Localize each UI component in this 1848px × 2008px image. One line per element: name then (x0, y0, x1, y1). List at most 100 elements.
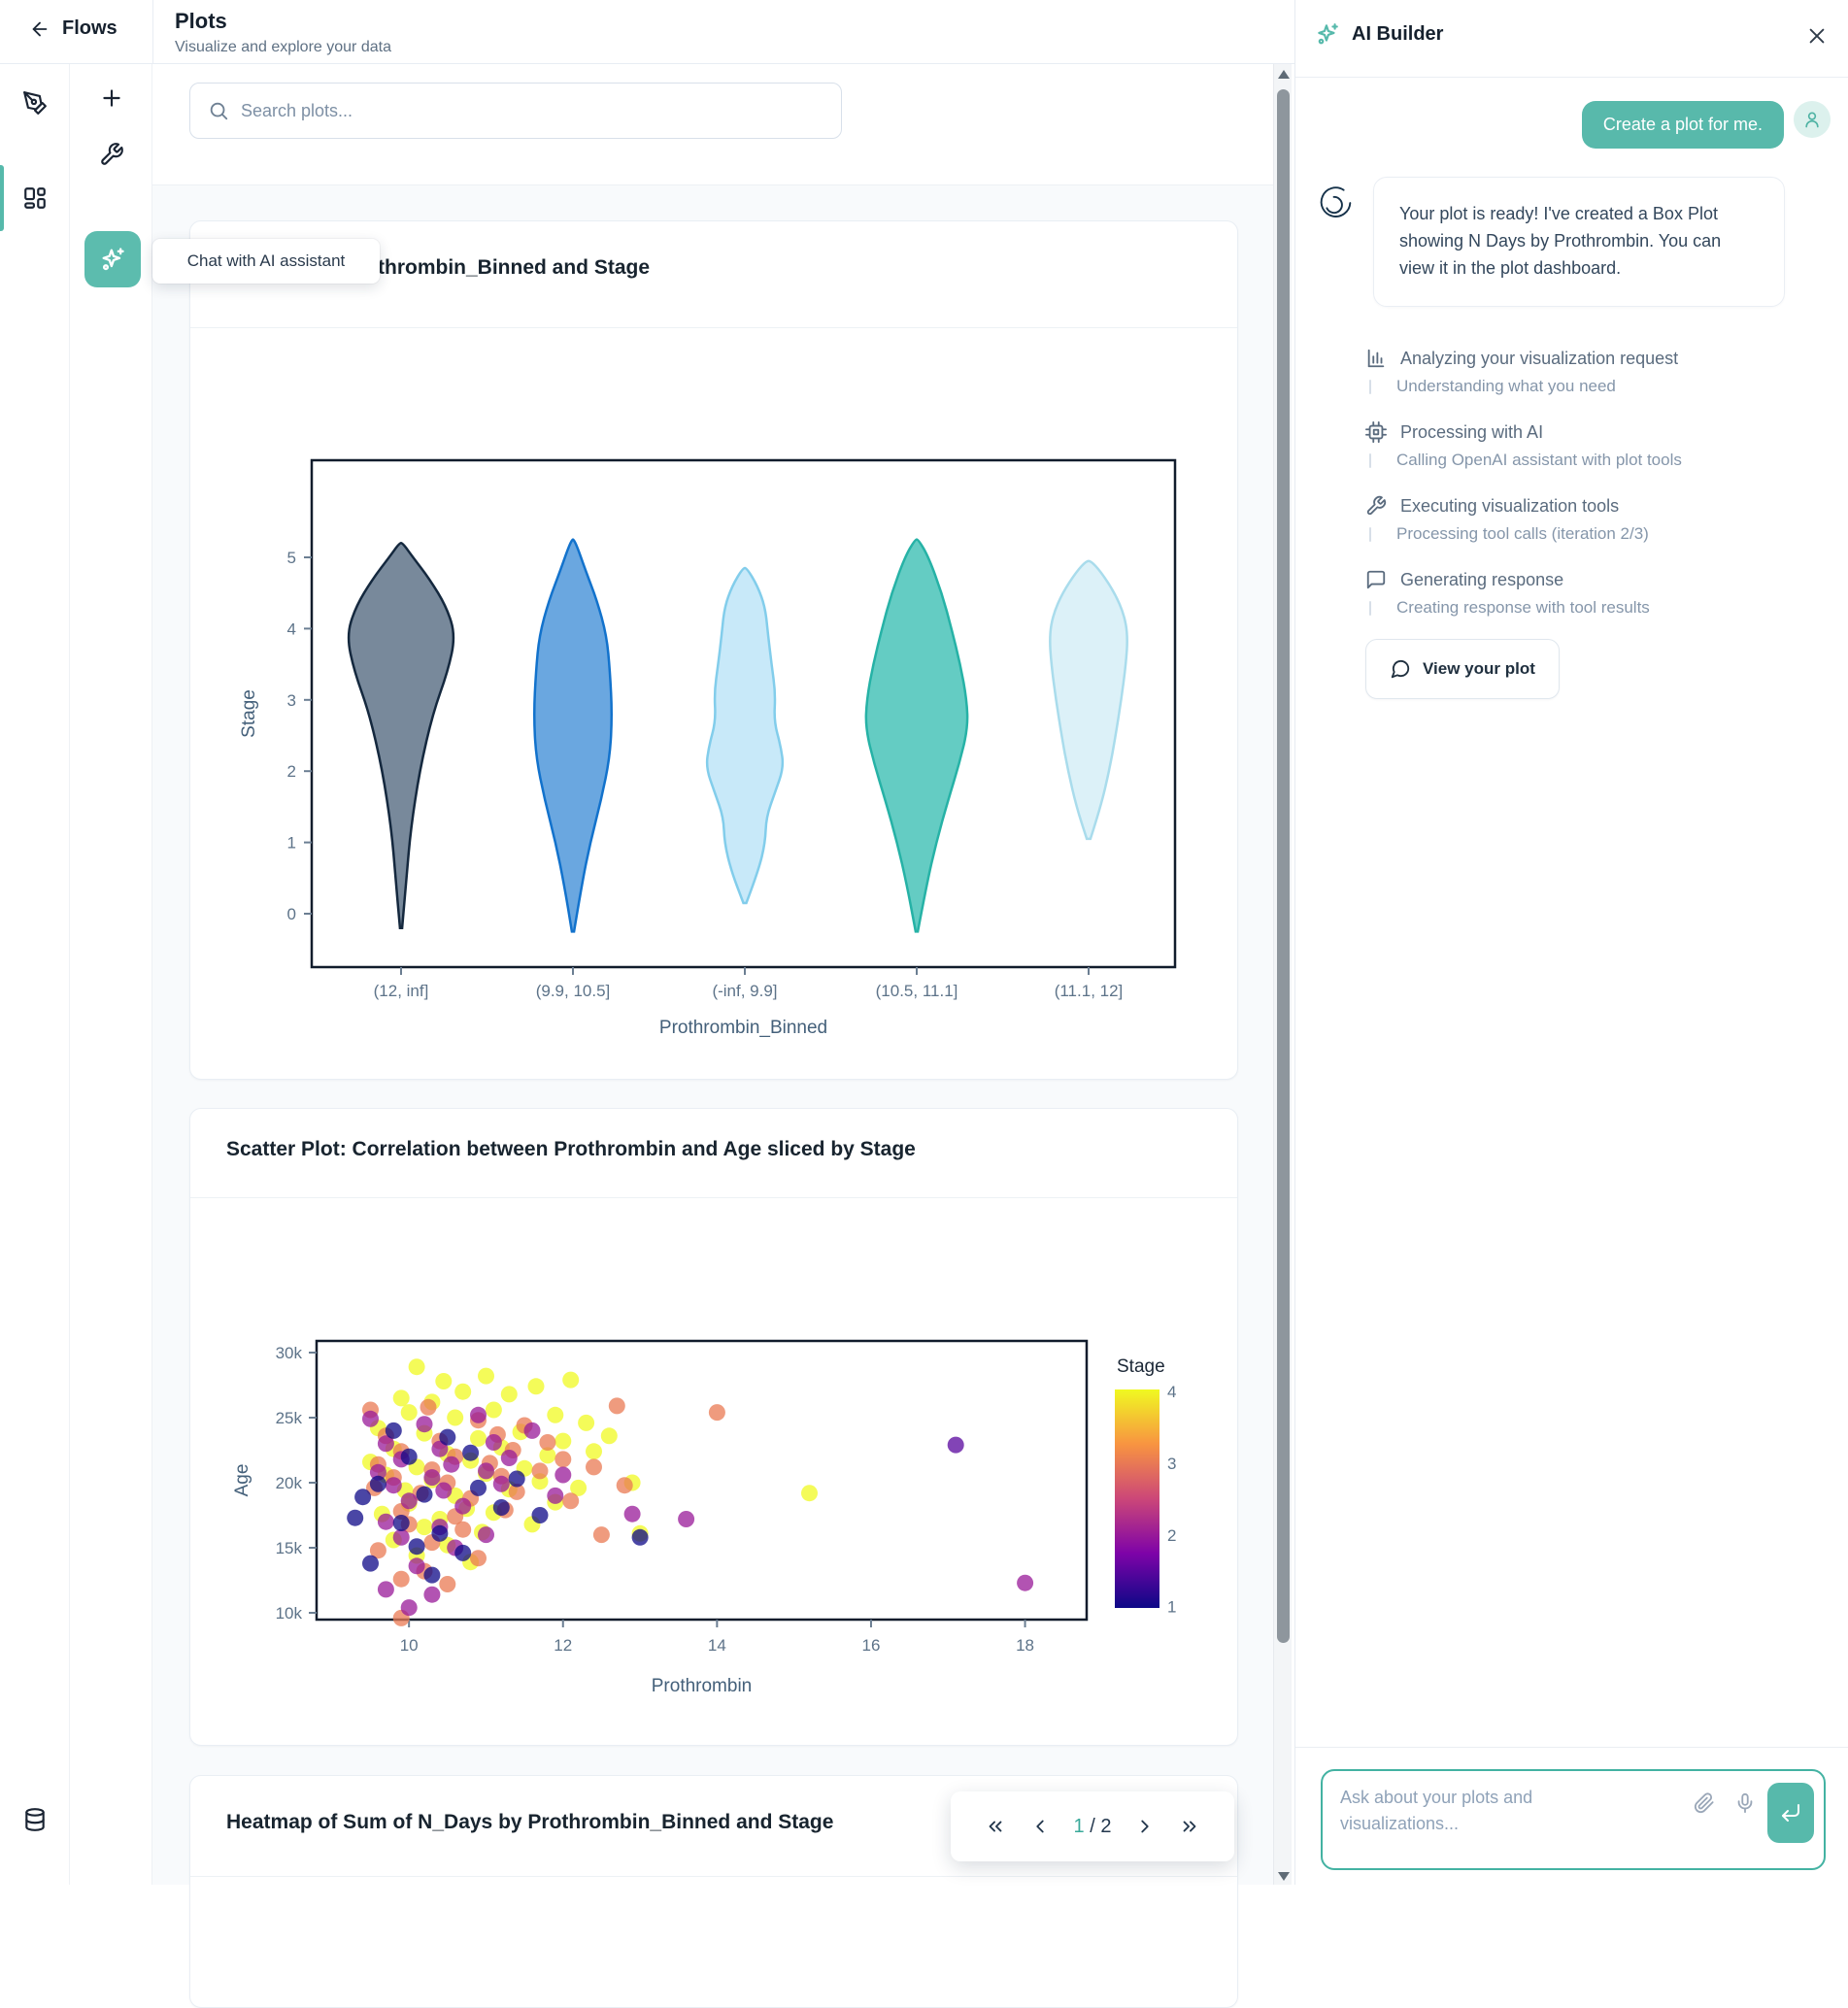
chat-input-textarea[interactable] (1340, 1785, 1631, 1858)
svg-text:2: 2 (287, 762, 296, 781)
svg-text:2: 2 (1167, 1526, 1176, 1545)
view-your-plot-button[interactable]: View your plot (1365, 639, 1560, 699)
svg-text:(10.5, 11.1]: (10.5, 11.1] (876, 982, 958, 1000)
active-nav-indicator (0, 165, 4, 231)
step-title: Analyzing your visualization request (1400, 348, 1679, 368)
sidebar-item-pen-tool[interactable] (22, 90, 48, 116)
voice-input-button[interactable] (1734, 1792, 1756, 1814)
sidebar-item-dashboard[interactable] (22, 185, 48, 211)
sidebar-item-database[interactable] (22, 1807, 48, 1832)
chevron-left-icon (1035, 1820, 1044, 1833)
pagination-prev-button[interactable] (1029, 1816, 1051, 1837)
assistant-message-card: Your plot is ready! I've created a Box P… (1373, 177, 1785, 307)
svg-text:5: 5 (287, 549, 296, 567)
svg-text:12: 12 (554, 1636, 572, 1655)
chat-with-ai-button[interactable] (84, 231, 141, 287)
scrollbar-up-arrow[interactable] (1278, 70, 1290, 79)
user-message-row: Create a plot for me. (1581, 101, 1831, 149)
page-title: Plots (175, 9, 227, 33)
step-subtitle: Creating response with tool results (1396, 598, 1650, 617)
user-avatar (1794, 101, 1831, 138)
chevrons-left-icon (989, 1821, 1001, 1832)
ai-builder-panel: AI Builder Create a plot for me. Your pl… (1294, 0, 1848, 1885)
scrollbar-down-arrow[interactable] (1278, 1872, 1290, 1881)
header-divider (152, 0, 153, 64)
svg-text:Stage: Stage (1117, 1356, 1165, 1377)
assistant-logo-icon (1320, 186, 1352, 218)
step-processing: Processing with AI Calling OpenAI assist… (1365, 421, 1822, 470)
person-icon (1805, 112, 1819, 128)
heatmap-card-title: Heatmap of Sum of N_Days by Prothrombin_… (226, 1811, 834, 1833)
svg-text:Stage: Stage (239, 689, 259, 738)
close-icon (1809, 28, 1825, 44)
svg-text:(11.1, 12]: (11.1, 12] (1055, 982, 1124, 1000)
return-arrow-icon (1782, 1804, 1799, 1822)
pen-tool-icon (23, 91, 47, 115)
bar-chart-icon (1367, 349, 1385, 368)
back-label: Flows (62, 17, 118, 39)
ai-progress-steps: Analyzing your visualization request Und… (1365, 348, 1822, 643)
scatter-card-header: Scatter Plot: Correlation between Prothr… (190, 1109, 1237, 1198)
paperclip-icon (1694, 1792, 1714, 1814)
search-icon (210, 102, 228, 120)
svg-text:10: 10 (400, 1636, 419, 1655)
svg-text:(-inf, 9.9]: (-inf, 9.9] (712, 982, 777, 1000)
ai-builder-sparkle-icon (1315, 21, 1340, 47)
step-title: Executing visualization tools (1400, 495, 1620, 516)
scrollbar-thumb[interactable] (1277, 89, 1290, 1643)
step-subtitle: Processing tool calls (iteration 2/3) (1396, 524, 1649, 543)
svg-text:1: 1 (287, 834, 296, 853)
pagination-next-button[interactable] (1134, 1816, 1156, 1837)
wrench-icon (101, 143, 123, 165)
tools-button[interactable] (99, 142, 124, 167)
violin-card-title: thrombin_Binned and Stage (378, 256, 651, 279)
pagination-first-button[interactable] (985, 1816, 1006, 1837)
pagination-last-button[interactable] (1179, 1816, 1200, 1837)
ai-panel-header: AI Builder (1295, 0, 1848, 78)
pagination-current: 1 (1073, 1815, 1085, 1837)
message-square-icon (1366, 570, 1386, 589)
search-section (152, 64, 1273, 185)
step-analyzing: Analyzing your visualization request Und… (1365, 348, 1822, 396)
chat-input-box (1321, 1769, 1826, 1870)
step-tick (1369, 600, 1371, 616)
wrench-icon (1366, 495, 1387, 516)
scatter-plot-card: Scatter Plot: Correlation between Prothr… (189, 1108, 1238, 1746)
svg-text:16: 16 (861, 1636, 880, 1655)
svg-text:25k: 25k (276, 1409, 303, 1427)
violin-card-header: thrombin_Binned and Stage (190, 221, 1237, 328)
assistant-message-row: Your plot is ready! I've created a Box P… (1313, 177, 1785, 307)
microphone-icon (1737, 1792, 1753, 1814)
view-plot-label: View your plot (1423, 659, 1535, 678)
database-icon (25, 1808, 45, 1831)
close-ai-panel-button[interactable] (1806, 25, 1828, 47)
send-message-button[interactable] (1767, 1783, 1814, 1843)
back-to-flows-button[interactable]: Flows (29, 17, 118, 40)
step-subtitle: Calling OpenAI assistant with plot tools (1396, 451, 1682, 469)
svg-text:14: 14 (708, 1636, 726, 1655)
step-title: Processing with AI (1400, 421, 1544, 442)
svg-text:3: 3 (1167, 1455, 1176, 1473)
step-title: Generating response (1400, 569, 1564, 589)
step-tick (1369, 526, 1371, 542)
svg-text:0: 0 (287, 905, 296, 923)
arrow-left-icon (32, 21, 48, 36)
main-scrollbar (1273, 64, 1292, 1885)
search-box (189, 83, 842, 139)
svg-text:3: 3 (287, 691, 296, 710)
icon-rail-primary (0, 64, 70, 1885)
search-input[interactable] (241, 100, 823, 121)
message-circle-icon (1391, 659, 1410, 679)
heatmap-card-header: Heatmap of Sum of N_Days by Prothrombin_… (190, 1776, 1237, 1877)
scatter-card-title: Scatter Plot: Correlation between Prothr… (226, 1138, 916, 1160)
svg-text:20k: 20k (276, 1474, 303, 1492)
attach-file-button[interactable] (1694, 1792, 1715, 1814)
step-executing: Executing visualization tools Processing… (1365, 495, 1822, 544)
svg-text:(9.9, 10.5]: (9.9, 10.5] (536, 982, 611, 1000)
svg-text:Prothrombin: Prothrombin (652, 1676, 753, 1696)
pagination-status: 1 / 2 (1074, 1816, 1112, 1838)
ai-panel-title: AI Builder (1352, 23, 1444, 45)
page-subtitle: Visualize and explore your data (175, 39, 391, 55)
add-plot-button[interactable] (99, 85, 124, 111)
